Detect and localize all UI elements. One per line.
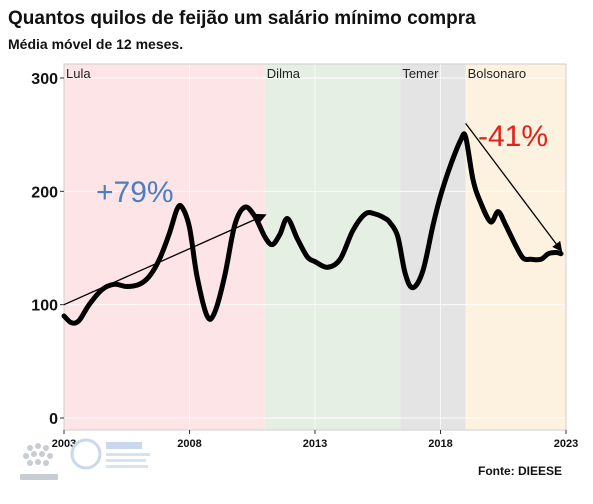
- annotation-loss: -41%: [478, 120, 548, 153]
- x-tick-label: 2008: [177, 438, 201, 450]
- source-note: Fonte: DIEESE: [478, 464, 563, 478]
- y-tick-label: 0: [49, 411, 58, 428]
- period-label-dilma: Dilma: [267, 66, 301, 81]
- unicamp-logo: [20, 443, 58, 480]
- period-label-temer: Temer: [402, 66, 439, 81]
- x-tick-label: 2018: [428, 438, 452, 450]
- annotation-gain: +79%: [96, 176, 174, 209]
- period-band-temer: [400, 64, 466, 430]
- y-tick-label: 100: [31, 298, 58, 315]
- period-label-lula: Lula: [66, 66, 91, 81]
- series-line: [61, 131, 564, 326]
- x-tick-label: 2023: [554, 438, 578, 450]
- y-tick-label: 300: [31, 71, 58, 88]
- institution-logos: [20, 438, 150, 480]
- chart-subtitle: Média móvel de 12 meses.: [8, 36, 184, 52]
- y-tick-label: 200: [31, 184, 58, 201]
- period-band-dilma: [264, 64, 401, 430]
- x-tick-label: 2003: [52, 438, 76, 450]
- chart-title: Quantos quilos de feijão um salário míni…: [8, 8, 476, 29]
- cecon-logo: [70, 438, 150, 470]
- trend-arrow-lula: [63, 213, 267, 306]
- trend-arrow-bolsonaro: [465, 122, 563, 252]
- x-tick-label: 2013: [303, 438, 327, 450]
- period-label-bolsonaro: Bolsonaro: [468, 66, 527, 81]
